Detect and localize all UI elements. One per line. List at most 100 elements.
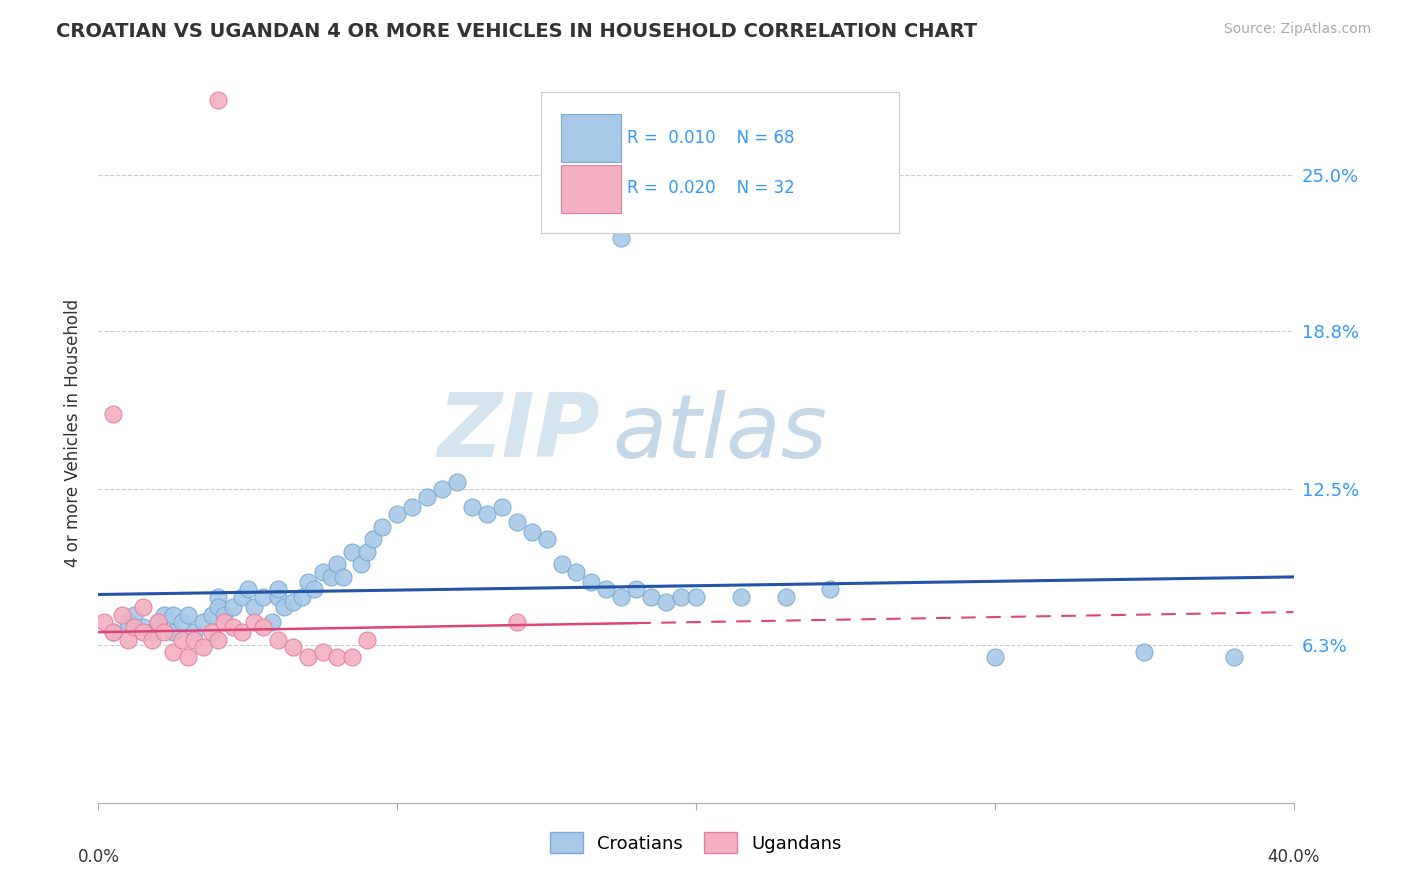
Point xyxy=(363,533,385,547)
Point xyxy=(461,500,484,514)
Point xyxy=(297,574,319,589)
Point xyxy=(103,625,125,640)
Point xyxy=(207,93,229,107)
Point xyxy=(730,590,752,604)
Point xyxy=(222,620,245,634)
Point xyxy=(610,231,633,245)
Point xyxy=(260,615,283,629)
Point xyxy=(177,607,200,622)
Point xyxy=(207,632,229,647)
Point xyxy=(655,595,678,609)
Point xyxy=(491,500,513,514)
Point xyxy=(342,650,364,665)
Legend: Croatians, Ugandans: Croatians, Ugandans xyxy=(543,825,849,861)
Point xyxy=(446,475,468,489)
Point xyxy=(291,590,314,604)
Point xyxy=(1133,645,1156,659)
Point xyxy=(117,632,139,647)
Point xyxy=(356,632,378,647)
Point xyxy=(207,600,229,615)
Point xyxy=(153,607,176,622)
Point xyxy=(371,520,394,534)
Point xyxy=(685,590,707,604)
Point xyxy=(148,615,170,629)
Text: 40.0%: 40.0% xyxy=(1267,848,1320,866)
Point xyxy=(342,545,364,559)
Point xyxy=(222,600,245,615)
Point xyxy=(93,615,115,629)
Point xyxy=(162,607,184,622)
Point xyxy=(183,625,205,640)
Point xyxy=(506,515,529,529)
Point xyxy=(212,607,235,622)
Point xyxy=(162,645,184,659)
Point xyxy=(385,507,409,521)
Point xyxy=(201,607,224,622)
Point xyxy=(595,582,617,597)
Point xyxy=(162,625,184,640)
Point xyxy=(281,640,304,655)
Point xyxy=(640,590,662,604)
Point xyxy=(610,590,633,604)
Point xyxy=(281,595,304,609)
Point xyxy=(401,500,423,514)
Point xyxy=(111,607,134,622)
Point xyxy=(148,615,170,629)
Point xyxy=(267,590,290,604)
Point xyxy=(177,650,200,665)
Point xyxy=(132,620,155,634)
Point xyxy=(332,570,354,584)
Point xyxy=(430,482,453,496)
Point xyxy=(311,645,333,659)
Point xyxy=(1223,650,1246,665)
Point xyxy=(321,570,343,584)
Point xyxy=(350,558,373,572)
Point xyxy=(103,625,125,640)
Point xyxy=(536,533,558,547)
Point xyxy=(565,565,588,579)
Point xyxy=(117,615,139,629)
Point xyxy=(984,650,1007,665)
Point xyxy=(243,600,266,615)
Point xyxy=(775,590,797,604)
Point xyxy=(581,181,603,195)
Point xyxy=(520,524,543,539)
FancyBboxPatch shape xyxy=(561,114,620,162)
Point xyxy=(207,590,229,604)
Point xyxy=(311,565,333,579)
Point xyxy=(201,625,224,640)
Text: atlas: atlas xyxy=(613,390,827,475)
Point xyxy=(191,640,214,655)
Text: R =  0.010    N = 68: R = 0.010 N = 68 xyxy=(627,129,794,147)
Text: CROATIAN VS UGANDAN 4 OR MORE VEHICLES IN HOUSEHOLD CORRELATION CHART: CROATIAN VS UGANDAN 4 OR MORE VEHICLES I… xyxy=(56,22,977,41)
Text: R =  0.020    N = 32: R = 0.020 N = 32 xyxy=(627,179,794,197)
Point xyxy=(252,620,274,634)
Point xyxy=(172,632,194,647)
Text: Source: ZipAtlas.com: Source: ZipAtlas.com xyxy=(1223,22,1371,37)
Point xyxy=(267,632,290,647)
Point xyxy=(416,490,439,504)
Text: ZIP: ZIP xyxy=(437,389,600,476)
Point xyxy=(231,590,253,604)
Point xyxy=(212,615,235,629)
Point xyxy=(581,574,603,589)
Point xyxy=(669,590,692,604)
Point xyxy=(297,650,319,665)
Point xyxy=(302,582,325,597)
Point xyxy=(153,625,176,640)
Point xyxy=(273,600,295,615)
Point xyxy=(626,582,648,597)
Point xyxy=(267,582,290,597)
Point xyxy=(475,507,498,521)
FancyBboxPatch shape xyxy=(561,165,620,212)
Point xyxy=(132,625,155,640)
Point xyxy=(124,620,146,634)
Point xyxy=(103,407,125,421)
Point xyxy=(326,558,349,572)
Point xyxy=(820,582,842,597)
Point xyxy=(191,615,214,629)
Point xyxy=(231,625,253,640)
Point xyxy=(550,558,572,572)
Point xyxy=(172,615,194,629)
Text: 0.0%: 0.0% xyxy=(77,848,120,866)
